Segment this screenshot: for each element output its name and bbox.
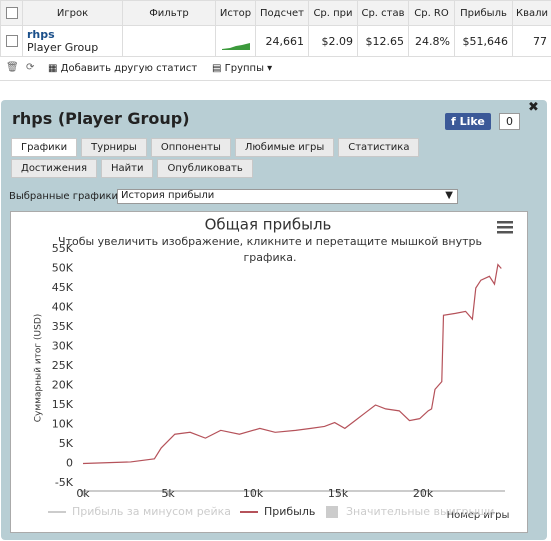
tab[interactable]: Опубликовать: [157, 159, 253, 178]
close-button[interactable]: ✖: [528, 100, 539, 115]
column-header[interactable]: Фильтр: [122, 0, 216, 26]
row-check[interactable]: [0, 25, 23, 57]
stat-cell: 24,661: [255, 25, 309, 57]
column-header[interactable]: Ср. при: [308, 0, 358, 26]
panel-title: rhps (Player Group): [12, 109, 190, 128]
history-cell: [215, 25, 256, 57]
select-label: Выбранные графики:: [9, 191, 122, 202]
chart-subtitle: Чтобы увеличить изображение, кликните и …: [58, 235, 482, 264]
player-panel: rhps (Player Group) f Like 0 ✖ Графики Ту…: [1, 100, 547, 540]
column-header[interactable]: Истор: [215, 0, 256, 26]
data-row[interactable]: rhps Player Group 24,661 $2.09 $12.65 24.8% $…: [0, 25, 551, 57]
stats-table: Игрок Фильтр Истор Подсчет Ср. при Ср. став Ср…: [0, 0, 551, 57]
tab[interactable]: Оппоненты: [150, 138, 231, 157]
filter-cell: [122, 25, 216, 57]
delete-icon[interactable]: 🗑: [6, 62, 19, 73]
stat-cell: $12.65: [357, 25, 409, 57]
tab[interactable]: Достижения: [11, 159, 97, 178]
tab[interactable]: Любимые игры: [234, 138, 335, 157]
tab[interactable]: Турниры: [81, 138, 147, 157]
add-stat-label: Добавить другую статист: [60, 63, 198, 74]
stat-cell: $51,646: [454, 25, 513, 57]
column-header[interactable]: Подсчет: [255, 0, 309, 26]
groups-button[interactable]: ▤ Группы ▾: [212, 63, 273, 74]
add-stat-button[interactable]: ▦ Добавить другую статист: [48, 63, 198, 74]
column-header[interactable]: Квали: [512, 0, 551, 26]
column-header[interactable]: Ср. RO: [408, 0, 455, 26]
like-button[interactable]: f Like: [445, 113, 491, 130]
groups-label: Группы: [224, 63, 264, 74]
tab[interactable]: Найти: [100, 159, 154, 178]
column-header[interactable]: Ср. став: [357, 0, 409, 26]
like-label: Like: [459, 115, 485, 128]
stat-cell: 77: [512, 25, 551, 57]
tab[interactable]: Графики: [11, 138, 78, 157]
player-cell: rhps Player Group: [22, 25, 123, 57]
sparkline: [222, 42, 250, 50]
like-count: 0: [499, 113, 520, 130]
header-row: Игрок Фильтр Истор Подсчет Ср. при Ср. став Ср…: [0, 0, 551, 26]
player-group: Player Group: [27, 41, 99, 54]
chart-select[interactable]: История прибыли ▼: [117, 189, 458, 204]
select-all[interactable]: [0, 0, 23, 26]
tab[interactable]: Статистика: [338, 138, 420, 157]
stat-cell: 24.8%: [408, 25, 455, 57]
column-header[interactable]: Игрок: [22, 0, 123, 26]
tab-bar: Графики Турниры Оппоненты Любимые игры Стати…: [11, 138, 486, 178]
player-name[interactable]: rhps: [27, 28, 55, 41]
refresh-icon[interactable]: ⟳: [26, 62, 35, 73]
toolbar: 🗑 ⟳ ▦ Добавить другую статист ▤ Группы ▾: [0, 58, 551, 81]
column-header[interactable]: Прибыль: [454, 0, 513, 26]
stat-cell: $2.09: [308, 25, 358, 57]
select-value: История прибыли: [121, 190, 215, 201]
